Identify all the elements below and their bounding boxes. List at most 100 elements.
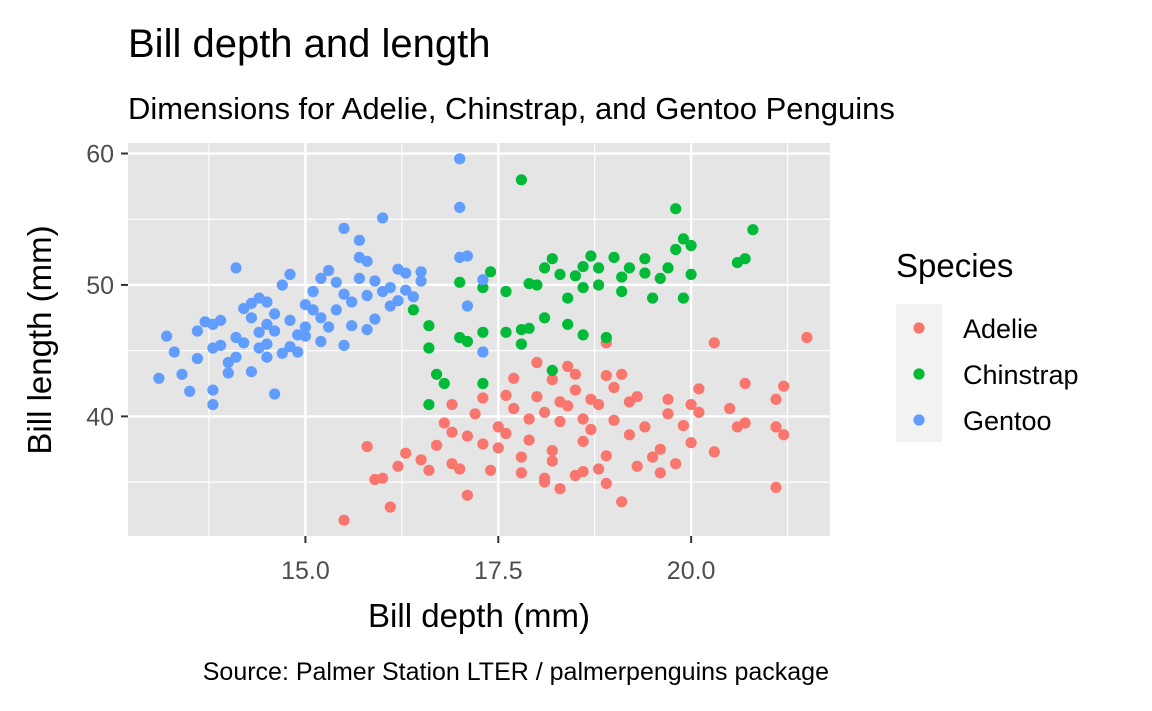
x-axis-title: Bill depth (mm) xyxy=(368,597,590,634)
data-point-adelie xyxy=(608,381,620,394)
chart-subtitle: Dimensions for Adelie, Chinstrap, and Ge… xyxy=(128,91,895,126)
data-point-gentoo xyxy=(261,351,273,363)
data-point-gentoo xyxy=(276,347,288,359)
data-point-gentoo xyxy=(299,321,311,333)
data-point-adelie xyxy=(731,421,744,433)
data-point-chinstrap xyxy=(407,304,419,316)
data-point-adelie xyxy=(639,421,651,433)
data-point-adelie xyxy=(554,396,566,408)
legend: Species Adelie Chinstrap Gentoo xyxy=(896,247,1079,442)
data-point-chinstrap xyxy=(747,224,759,236)
data-point-chinstrap xyxy=(500,285,512,298)
data-point-adelie xyxy=(539,406,551,418)
data-point-gentoo xyxy=(261,338,273,350)
data-point-chinstrap xyxy=(670,243,682,256)
data-point-adelie xyxy=(423,464,435,476)
data-point-chinstrap xyxy=(623,262,636,274)
data-point-adelie xyxy=(384,501,396,513)
data-point-gentoo xyxy=(323,264,335,277)
data-point-adelie xyxy=(500,427,512,440)
data-point-gentoo xyxy=(191,353,203,365)
data-point-gentoo xyxy=(153,372,165,384)
data-point-chinstrap xyxy=(677,292,690,304)
data-point-chinstrap xyxy=(616,271,628,283)
data-point-adelie xyxy=(724,402,736,415)
y-tick-label: 60 xyxy=(86,141,114,169)
data-point-gentoo xyxy=(461,250,473,262)
data-point-chinstrap xyxy=(685,268,697,280)
data-point-gentoo xyxy=(315,312,327,324)
data-point-gentoo xyxy=(361,255,373,267)
data-point-adelie xyxy=(778,380,790,392)
data-point-gentoo xyxy=(361,289,373,302)
data-point-adelie xyxy=(508,372,520,384)
data-point-gentoo xyxy=(284,314,296,326)
data-point-chinstrap xyxy=(647,292,659,304)
x-tick-label: 15.0 xyxy=(281,557,330,585)
data-point-chinstrap xyxy=(608,251,620,263)
data-point-adelie xyxy=(577,466,589,478)
data-point-adelie xyxy=(569,368,582,380)
data-point-gentoo xyxy=(207,384,219,396)
data-point-chinstrap xyxy=(577,282,589,294)
data-point-chinstrap xyxy=(593,279,605,291)
data-point-gentoo xyxy=(222,367,234,379)
data-point-gentoo xyxy=(230,351,242,363)
data-point-chinstrap xyxy=(423,399,435,411)
data-point-adelie xyxy=(485,464,497,476)
data-point-adelie xyxy=(801,331,813,344)
data-point-gentoo xyxy=(184,385,196,397)
chart-title: Bill depth and length xyxy=(128,22,491,66)
data-point-adelie xyxy=(708,337,720,349)
data-point-adelie xyxy=(515,467,528,479)
data-point-adelie xyxy=(685,437,697,449)
data-point-chinstrap xyxy=(515,174,528,186)
data-point-adelie xyxy=(554,483,566,495)
y-axis-title: Bill length (mm) xyxy=(21,225,58,454)
data-point-gentoo xyxy=(461,300,473,312)
data-point-adelie xyxy=(770,421,782,433)
data-point-adelie xyxy=(377,472,389,484)
data-point-adelie xyxy=(616,368,628,380)
data-point-gentoo xyxy=(238,337,250,349)
data-point-chinstrap xyxy=(577,329,589,341)
data-point-adelie xyxy=(693,406,705,418)
data-point-adelie xyxy=(515,451,528,463)
caption: Source: Palmer Station LTER / palmerpeng… xyxy=(203,658,829,686)
data-point-adelie xyxy=(361,441,373,453)
y-tick-label: 50 xyxy=(86,272,114,300)
data-point-adelie xyxy=(469,408,481,420)
data-point-adelie xyxy=(662,393,674,405)
data-point-adelie xyxy=(600,450,612,462)
data-point-adelie xyxy=(477,392,489,404)
data-point-chinstrap xyxy=(593,262,605,274)
data-point-adelie xyxy=(546,445,558,457)
data-point-chinstrap xyxy=(685,239,697,252)
data-point-chinstrap xyxy=(554,268,566,280)
data-point-chinstrap xyxy=(454,276,466,288)
data-point-adelie xyxy=(438,417,450,429)
data-point-chinstrap xyxy=(739,253,751,265)
data-point-adelie xyxy=(569,384,582,396)
data-point-adelie xyxy=(670,458,682,470)
data-point-gentoo xyxy=(207,399,219,411)
data-point-gentoo xyxy=(245,312,257,324)
data-point-adelie xyxy=(461,489,473,501)
data-point-chinstrap xyxy=(515,338,528,350)
data-point-adelie xyxy=(585,423,597,436)
data-point-adelie xyxy=(546,455,558,467)
data-point-chinstrap xyxy=(539,262,551,274)
data-point-chinstrap xyxy=(500,326,512,338)
data-point-adelie xyxy=(631,391,643,403)
data-point-chinstrap xyxy=(577,261,589,273)
data-point-gentoo xyxy=(338,222,350,234)
legend-title: Species xyxy=(896,247,1013,284)
data-point-adelie xyxy=(562,360,574,372)
data-point-gentoo xyxy=(323,321,335,333)
data-point-adelie xyxy=(577,413,589,425)
data-point-gentoo xyxy=(353,272,365,284)
data-point-adelie xyxy=(647,451,659,463)
data-point-adelie xyxy=(338,514,350,526)
data-point-adelie xyxy=(446,426,458,438)
data-point-gentoo xyxy=(361,324,373,336)
